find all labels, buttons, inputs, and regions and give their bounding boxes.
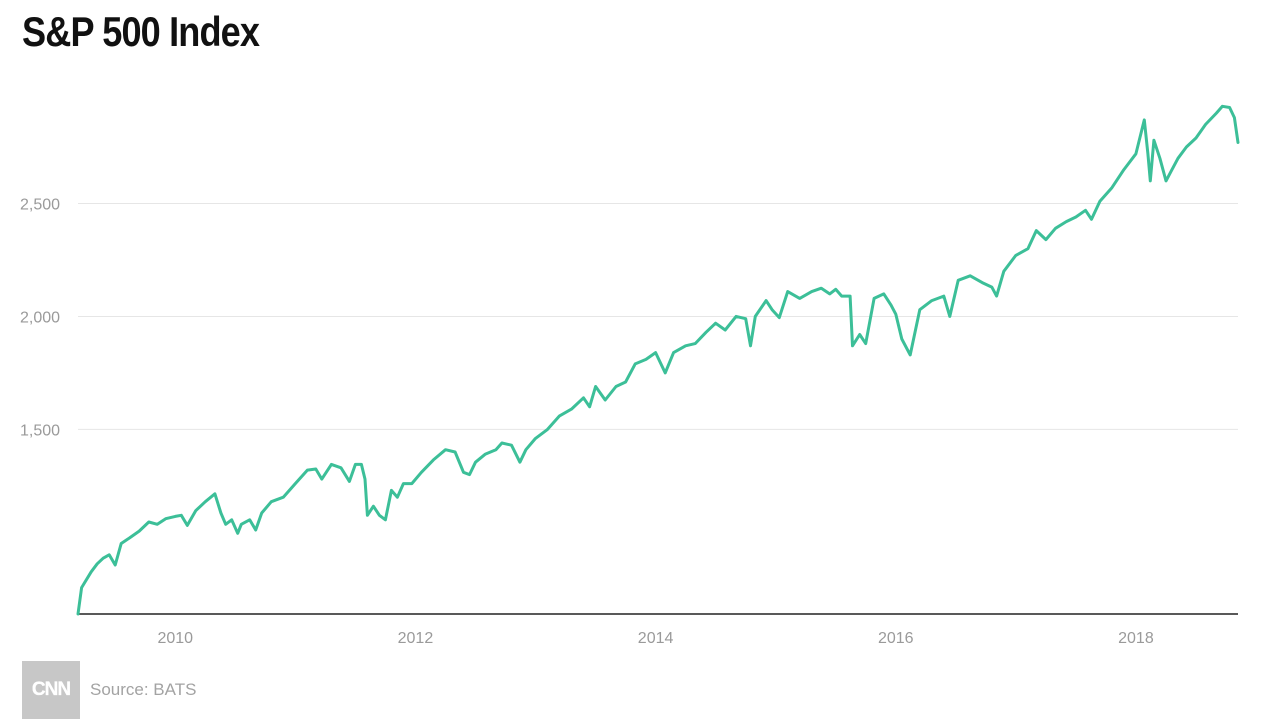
y-axis-tick-labels: 1,500 2,000 2,500 (20, 196, 60, 439)
x-tick-label: 2018 (1118, 630, 1154, 647)
x-axis-tick-labels: 2010 2012 2014 2016 2018 (157, 630, 1153, 647)
cnn-logo-text: CNN (31, 679, 71, 700)
source-footer: CNN Source: BATS (22, 660, 196, 720)
gridlines (78, 202, 1238, 430)
x-tick-label: 2010 (157, 630, 193, 647)
y-tick-label: 2,000 (20, 309, 60, 326)
x-tick-label: 2016 (878, 630, 914, 647)
x-tick-label: 2014 (638, 630, 674, 647)
index-series-line (76, 104, 1240, 616)
y-tick-label: 2,500 (20, 196, 60, 213)
chart-title: S&P 500 Index (22, 8, 260, 55)
cnn-logo: CNN (22, 661, 80, 719)
x-tick-label: 2012 (398, 630, 434, 647)
y-tick-label: 1,500 (20, 422, 60, 439)
source-text: Source: BATS (90, 680, 197, 699)
